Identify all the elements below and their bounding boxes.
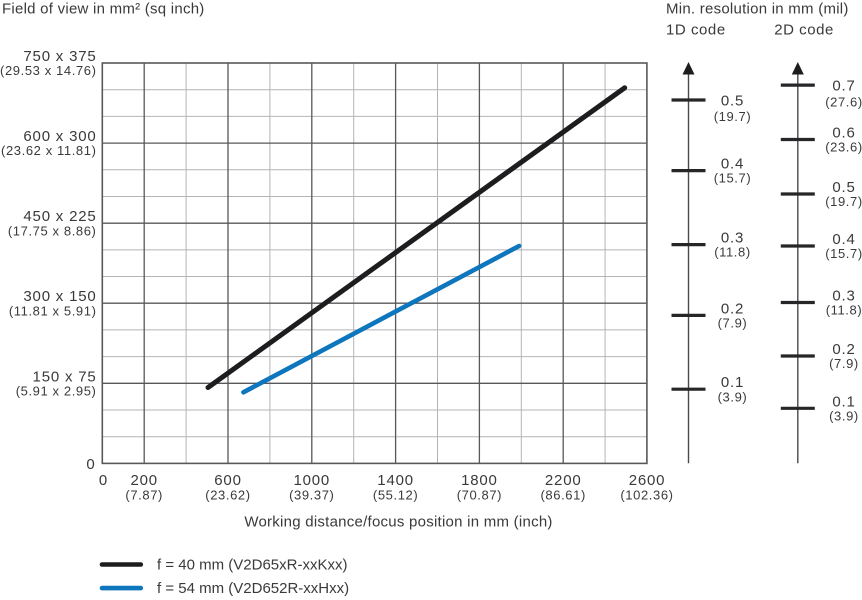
svg-text:f = 40 mm (V2D65xR-xxKxx): f = 40 mm (V2D65xR-xxKxx) bbox=[157, 557, 347, 574]
svg-text:(7.87): (7.87) bbox=[125, 487, 163, 502]
svg-text:(19.7): (19.7) bbox=[825, 194, 862, 209]
svg-text:2200: 2200 bbox=[545, 472, 582, 489]
svg-text:450 x 225: 450 x 225 bbox=[23, 208, 96, 225]
svg-text:(23.62): (23.62) bbox=[205, 487, 250, 502]
svg-text:0: 0 bbox=[86, 456, 95, 473]
svg-text:0.2: 0.2 bbox=[721, 300, 744, 317]
svg-text:(11.8): (11.8) bbox=[826, 303, 862, 318]
svg-text:0.5: 0.5 bbox=[832, 179, 855, 196]
svg-text:600 x 300: 600 x 300 bbox=[23, 128, 96, 145]
svg-text:200: 200 bbox=[130, 472, 157, 489]
svg-text:(11.8): (11.8) bbox=[714, 245, 751, 260]
svg-text:(3.9): (3.9) bbox=[829, 408, 859, 423]
svg-text:0.2: 0.2 bbox=[832, 341, 855, 358]
svg-text:(11.81 x 5.91): (11.81 x 5.91) bbox=[9, 303, 97, 318]
svg-text:(5.91 x 2.95): (5.91 x 2.95) bbox=[16, 383, 97, 398]
svg-text:0.3: 0.3 bbox=[721, 230, 744, 247]
svg-text:150 x 75: 150 x 75 bbox=[33, 368, 97, 385]
svg-text:(23.62 x 11.81): (23.62 x 11.81) bbox=[1, 143, 96, 158]
svg-text:600: 600 bbox=[214, 472, 241, 489]
svg-text:(55.12): (55.12) bbox=[373, 487, 418, 502]
svg-text:(27.6): (27.6) bbox=[825, 95, 862, 110]
svg-text:1000: 1000 bbox=[294, 472, 331, 489]
svg-text:(17.75 x 8.86): (17.75 x 8.86) bbox=[8, 223, 97, 238]
svg-text:0.4: 0.4 bbox=[832, 231, 855, 248]
svg-text:(39.37): (39.37) bbox=[289, 487, 334, 502]
svg-text:Working distance/focus positio: Working distance/focus position in mm (i… bbox=[244, 513, 552, 530]
svg-text:(7.9): (7.9) bbox=[718, 316, 748, 331]
svg-text:0.7: 0.7 bbox=[832, 78, 855, 95]
svg-text:(15.7): (15.7) bbox=[825, 246, 862, 261]
svg-text:(7.9): (7.9) bbox=[829, 356, 859, 371]
svg-text:(102.36): (102.36) bbox=[620, 487, 673, 502]
svg-text:f = 54 mm (V2D652R-xxHxx): f = 54 mm (V2D652R-xxHxx) bbox=[157, 580, 349, 597]
svg-text:(86.61): (86.61) bbox=[541, 487, 586, 502]
svg-text:(70.87): (70.87) bbox=[457, 487, 502, 502]
svg-text:0.6: 0.6 bbox=[832, 125, 855, 142]
svg-text:0.3: 0.3 bbox=[832, 288, 855, 305]
svg-text:2D code: 2D code bbox=[774, 21, 834, 38]
svg-text:Min. resolution in mm (mil): Min. resolution in mm (mil) bbox=[666, 1, 849, 18]
svg-text:0.1: 0.1 bbox=[832, 393, 855, 410]
svg-text:0.4: 0.4 bbox=[721, 156, 744, 173]
svg-text:1400: 1400 bbox=[377, 472, 414, 489]
svg-text:0.1: 0.1 bbox=[721, 374, 744, 391]
svg-text:1D code: 1D code bbox=[666, 21, 726, 38]
svg-text:(29.53 x 14.76): (29.53 x 14.76) bbox=[0, 63, 96, 78]
svg-text:(3.9): (3.9) bbox=[718, 389, 748, 404]
svg-text:0.5: 0.5 bbox=[721, 92, 744, 109]
svg-text:2600: 2600 bbox=[629, 472, 666, 489]
svg-text:300 x 150: 300 x 150 bbox=[23, 288, 96, 305]
svg-text:1800: 1800 bbox=[461, 472, 498, 489]
svg-text:0: 0 bbox=[99, 472, 108, 489]
svg-text:(19.7): (19.7) bbox=[714, 109, 752, 124]
svg-text:(23.6): (23.6) bbox=[825, 140, 862, 155]
svg-text:Field of view in mm² (sq inch): Field of view in mm² (sq inch) bbox=[2, 1, 205, 18]
svg-text:750 x 375: 750 x 375 bbox=[23, 48, 96, 65]
svg-text:(15.7): (15.7) bbox=[714, 171, 752, 186]
